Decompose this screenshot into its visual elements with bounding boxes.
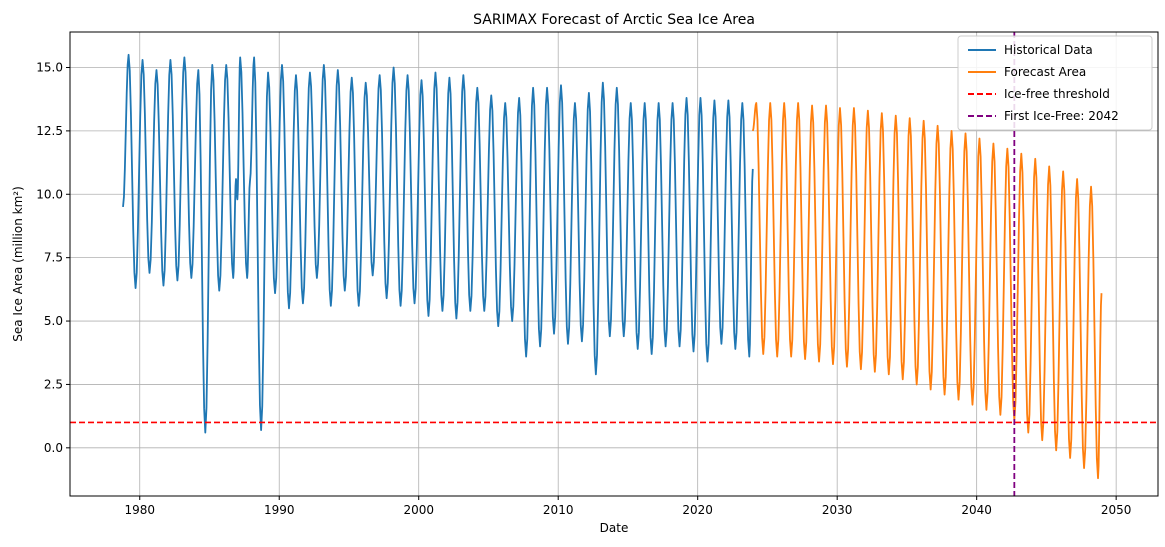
- y-tick-label: 5.0: [44, 314, 63, 328]
- forecast-area-line: [751, 102, 1103, 480]
- x-tick-label: 2050: [1101, 503, 1132, 517]
- axis-ticks: 1980 1990 2000 2010 2020 2030 2040 2050 0.0 2.5 5.…: [36, 60, 1131, 517]
- x-tick-label: 2000: [403, 503, 434, 517]
- plot-frame: [69, 31, 1159, 497]
- x-tick-label: 2040: [961, 503, 992, 517]
- y-tick-label: 0.0: [44, 441, 63, 455]
- chart-title: SARIMAX Forecast of Arctic Sea Ice Area: [473, 12, 755, 28]
- legend-label-threshold: Ice-free threshold: [1004, 87, 1110, 101]
- legend-label-first-ice-free: First Ice-Free: 2042: [1004, 109, 1119, 123]
- legend-box: [957, 35, 1153, 131]
- y-tick-label: 12.5: [36, 124, 63, 138]
- y-axis-title: Sea Ice Area (million km²): [11, 186, 25, 342]
- legend-label-historical: Historical Data: [1004, 43, 1093, 57]
- x-tick-label: 2030: [822, 503, 853, 517]
- historical-data-line: [122, 53, 754, 434]
- x-tick-label: 1990: [264, 503, 295, 517]
- y-tick-label: 2.5: [44, 377, 63, 391]
- x-tick-label: 1980: [124, 503, 155, 517]
- x-tick-label: 2010: [543, 503, 574, 517]
- legend-label-forecast: Forecast Area: [1004, 65, 1086, 79]
- y-tick-label: 15.0: [36, 60, 63, 74]
- y-tick-label: 7.5: [44, 251, 63, 265]
- x-tick-label: 2020: [682, 503, 713, 517]
- x-axis-title: Date: [600, 521, 629, 535]
- y-tick-label: 10.0: [36, 187, 63, 201]
- series-layer: [122, 53, 1103, 480]
- legend: Historical Data Forecast Area Ice-free t…: [957, 35, 1153, 131]
